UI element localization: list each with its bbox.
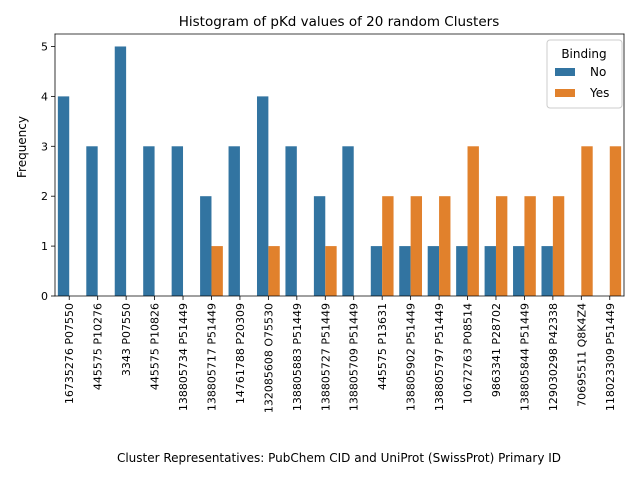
x-tick-label: 16735276 P07550 xyxy=(63,303,76,404)
x-tick-label: 70695511 Q8K4Z4 xyxy=(575,303,588,407)
bar-no-7 xyxy=(228,146,240,296)
x-tick-label: 118023309 P51449 xyxy=(604,303,617,411)
x-tick-label: 3343 P07550 xyxy=(120,303,133,376)
y-tick-label: 1 xyxy=(41,240,48,253)
bar-yes-10 xyxy=(325,246,337,296)
bar-yes-12 xyxy=(382,196,394,296)
x-axis: 16735276 P07550 445575 P10276 3343 P07550 4… xyxy=(63,296,617,413)
bar-no-13 xyxy=(399,246,411,296)
chart-title: Histogram of pKd values of 20 random Clu… xyxy=(179,14,499,30)
bar-no-1 xyxy=(57,96,70,296)
x-tick-label: 445575 P13631 xyxy=(376,303,389,390)
legend: Binding No Yes xyxy=(546,39,623,109)
bar-no-14 xyxy=(427,246,440,296)
bar-yes-14 xyxy=(439,196,451,296)
y-tick-label: 0 xyxy=(41,290,48,303)
bar-no-16 xyxy=(484,246,496,296)
y-tick-label: 3 xyxy=(41,140,48,153)
y-tick-label: 2 xyxy=(41,190,48,203)
bar-no-18 xyxy=(541,246,553,296)
y-tick-label: 4 xyxy=(41,90,48,103)
bar-no-9 xyxy=(285,146,297,296)
bars xyxy=(57,46,622,296)
x-tick-label: 14761788 P20309 xyxy=(234,303,247,404)
bar-yes-17 xyxy=(524,196,536,296)
x-tick-label: 138805709 P51449 xyxy=(348,303,361,411)
bar-yes-18 xyxy=(552,196,565,296)
bar-no-3 xyxy=(114,46,127,296)
x-tick-label: 132085608 O75530 xyxy=(262,303,275,413)
legend-swatch-yes xyxy=(555,89,575,97)
bar-no-2 xyxy=(86,146,98,296)
bar-yes-16 xyxy=(495,196,508,296)
bar-yes-15 xyxy=(467,146,479,296)
x-tick-label: 445575 P10276 xyxy=(92,303,105,390)
x-tick-label: 138805717 P51449 xyxy=(205,303,218,411)
bar-no-17 xyxy=(513,246,525,296)
legend-swatch-no xyxy=(555,68,575,76)
bar-no-8 xyxy=(256,96,269,296)
bar-no-12 xyxy=(370,246,383,296)
x-tick-label: 445575 P10826 xyxy=(149,303,162,390)
x-tick-label: 138805734 P51449 xyxy=(177,303,190,411)
x-tick-label: 138805797 P51449 xyxy=(433,303,446,411)
bar-yes-13 xyxy=(410,196,423,296)
x-tick-label: 9863341 P28702 xyxy=(490,303,503,397)
y-axis-label: Frequency xyxy=(15,116,29,178)
bar-no-4 xyxy=(143,146,155,296)
x-tick-label: 129030298 P42338 xyxy=(547,303,560,411)
bar-no-10 xyxy=(313,196,326,296)
x-tick-label: 10672763 P08514 xyxy=(462,303,475,404)
x-tick-label: 138805727 P51449 xyxy=(319,303,332,411)
bar-no-15 xyxy=(456,246,468,296)
bar-yes-20 xyxy=(609,146,622,296)
legend-label-yes: Yes xyxy=(589,86,609,100)
bar-yes-19 xyxy=(581,146,593,296)
legend-title: Binding xyxy=(561,47,606,61)
y-tick-label: 5 xyxy=(41,40,48,53)
bar-yes-6 xyxy=(211,246,223,296)
bar-no-11 xyxy=(342,146,354,296)
x-tick-label: 138805844 P51449 xyxy=(518,303,531,411)
bar-no-5 xyxy=(171,146,184,296)
x-axis-label: Cluster Representatives: PubChem CID and… xyxy=(117,451,561,465)
legend-label-no: No xyxy=(590,65,606,79)
y-axis: 0 1 2 3 4 5 xyxy=(41,40,55,303)
x-tick-label: 138805902 P51449 xyxy=(405,303,418,411)
bar-no-6 xyxy=(200,196,212,296)
bar-yes-8 xyxy=(268,246,280,296)
x-tick-label: 138805883 P51449 xyxy=(291,303,304,411)
